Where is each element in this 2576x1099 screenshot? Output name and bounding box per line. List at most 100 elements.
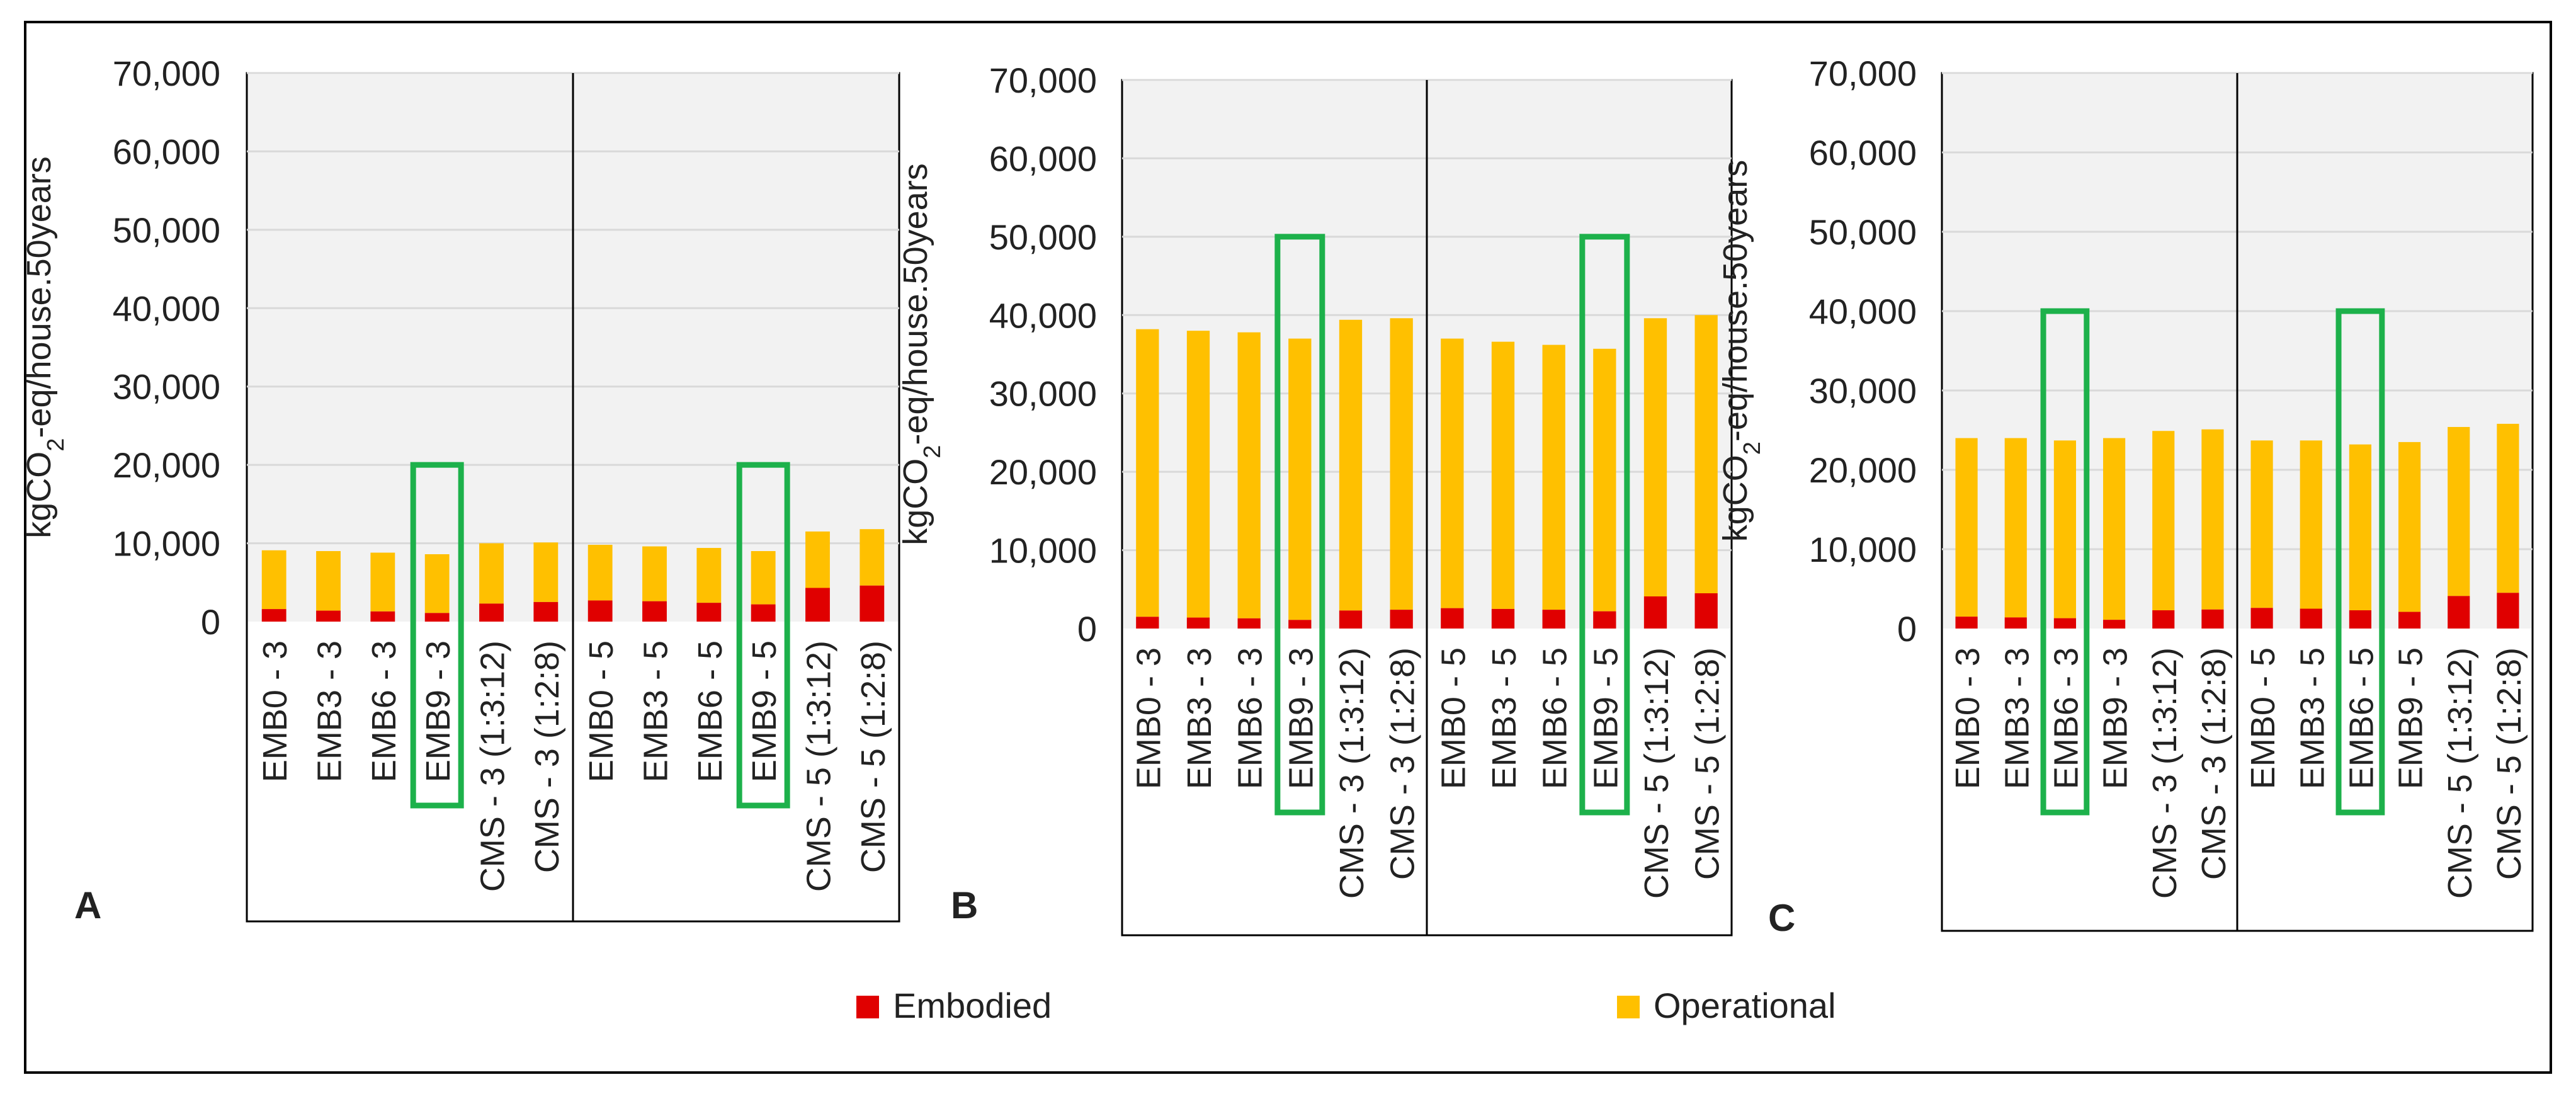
- bar-operational: [2004, 438, 2027, 618]
- y-tick-label: 40,000: [989, 295, 1097, 335]
- bar-embodied: [805, 588, 830, 622]
- y-tick-label: 60,000: [113, 132, 220, 171]
- legend: Embodied Operational: [856, 986, 1836, 1025]
- x-category-label: EMB3 - 5: [1485, 647, 1523, 789]
- legend-operational-swatch: [1617, 996, 1640, 1018]
- legend-operational-label: Operational: [1654, 986, 1836, 1025]
- bar-embodied: [2053, 618, 2077, 629]
- bar-embodied: [1136, 617, 1159, 629]
- bar-embodied: [1339, 610, 1363, 629]
- x-category-label: EMB3 - 5: [637, 641, 675, 782]
- bar-operational: [1694, 315, 1718, 594]
- y-tick-label: 20,000: [1809, 450, 1917, 490]
- x-category-label: CMS - 5 (1:3:12): [2441, 647, 2479, 899]
- bar-embodied: [424, 613, 450, 622]
- bar-operational: [1593, 348, 1616, 612]
- highlight-box: [2335, 308, 2385, 816]
- y-tick-label: 50,000: [113, 210, 220, 250]
- bar-embodied: [1288, 620, 1312, 629]
- bar-operational: [587, 545, 613, 601]
- x-category-label: CMS - 3 (1:2:8): [528, 641, 566, 873]
- bar-operational: [2201, 429, 2224, 610]
- bar-operational: [479, 543, 504, 604]
- highlight-box: [1579, 234, 1630, 816]
- bar-operational: [1441, 338, 1464, 608]
- bar-operational: [1955, 438, 1978, 617]
- y-tick-label: 20,000: [113, 445, 220, 485]
- y-tick-label: 10,000: [1809, 530, 1917, 569]
- y-tick-label: 30,000: [1809, 371, 1917, 411]
- y-tick-label: 0: [201, 602, 220, 642]
- x-category-label: CMS - 5 (1:3:12): [800, 641, 838, 892]
- bar-operational: [2300, 440, 2322, 609]
- bar-operational: [1339, 319, 1363, 611]
- bar-operational: [2102, 438, 2126, 620]
- x-category-label: EMB3 - 5: [2293, 647, 2331, 789]
- x-category-label: EMB9 - 3: [2097, 647, 2135, 789]
- x-category-label: EMB6 - 5: [1536, 647, 1574, 789]
- bar-embodied: [1593, 611, 1616, 629]
- bar-operational: [2250, 440, 2273, 608]
- bar-embodied: [1491, 608, 1515, 629]
- bar-embodied: [751, 604, 776, 622]
- x-category-label: EMB3 - 3: [1998, 647, 2036, 789]
- y-axis-title: kgCO2-eq/house.50years: [1716, 160, 1766, 542]
- x-category-label: EMB0 - 5: [2244, 647, 2282, 789]
- highlight-box: [1274, 234, 1325, 816]
- x-category-label: EMB9 - 5: [2392, 647, 2430, 789]
- bar-operational: [805, 531, 830, 588]
- x-category-label: EMB9 - 5: [1587, 647, 1625, 789]
- bar-embodied: [1694, 593, 1718, 629]
- y-tick-label: 30,000: [989, 374, 1097, 414]
- y-tick-label: 30,000: [113, 367, 220, 407]
- bar-embodied: [2448, 596, 2470, 629]
- bar-operational: [533, 542, 559, 602]
- bar-operational: [424, 554, 450, 613]
- y-tick-label: 50,000: [989, 217, 1097, 257]
- x-category-label: EMB6 - 5: [691, 641, 729, 782]
- bar-operational: [1186, 331, 1210, 618]
- y-tick-label: 70,000: [113, 54, 220, 93]
- y-tick-label: 10,000: [113, 524, 220, 564]
- bar-embodied: [1186, 617, 1210, 629]
- y-tick-label: 60,000: [989, 139, 1097, 178]
- chart-panel-c: 0 10,000 20,000 30,000 40,000 50,000 60,000 70,…: [1716, 54, 2534, 939]
- x-category-label: EMB3 - 3: [1181, 647, 1218, 789]
- bar-operational: [2053, 440, 2077, 618]
- highlight-box: [736, 462, 790, 809]
- bar-embodied: [1441, 608, 1464, 629]
- y-tick-label: 0: [1077, 609, 1097, 649]
- x-category-label: EMB9 - 5: [746, 641, 783, 782]
- bar-embodied: [261, 609, 287, 622]
- x-category-label: CMS - 5 (1:2:8): [854, 641, 892, 873]
- bar-embodied: [370, 611, 395, 622]
- bar-operational: [2152, 431, 2175, 611]
- bar-embodied: [2497, 593, 2519, 629]
- bar-operational: [860, 529, 885, 586]
- bar-operational: [1136, 329, 1159, 617]
- highlight-box: [410, 462, 464, 809]
- x-category-label: CMS - 5 (1:2:8): [2490, 647, 2528, 880]
- legend-embodied-swatch: [856, 996, 879, 1018]
- x-category-label: EMB6 - 5: [2342, 647, 2380, 789]
- y-tick-label: 70,000: [1809, 54, 1917, 93]
- y-tick-label: 40,000: [1809, 292, 1917, 331]
- bar-embodied: [2250, 608, 2273, 629]
- bar-embodied: [2152, 610, 2175, 629]
- bar-operational: [2398, 441, 2421, 612]
- bar-embodied: [1643, 596, 1667, 629]
- x-category-label: EMB3 - 3: [311, 641, 349, 782]
- legend-embodied-label: Embodied: [893, 986, 1052, 1025]
- y-tick-label: 10,000: [989, 531, 1097, 571]
- y-tick-label: 60,000: [1809, 133, 1917, 173]
- x-category-label: EMB9 - 3: [419, 641, 457, 782]
- x-category-label: EMB0 - 3: [256, 641, 294, 782]
- x-category-label: CMS - 5 (1:3:12): [1638, 647, 1676, 899]
- bar-operational: [2448, 426, 2470, 596]
- bar-embodied: [696, 603, 722, 622]
- bar-embodied: [2004, 617, 2027, 629]
- y-axis-title: kgCO2-eq/house.50years: [897, 163, 946, 545]
- x-category-label: EMB0 - 3: [1130, 647, 1167, 789]
